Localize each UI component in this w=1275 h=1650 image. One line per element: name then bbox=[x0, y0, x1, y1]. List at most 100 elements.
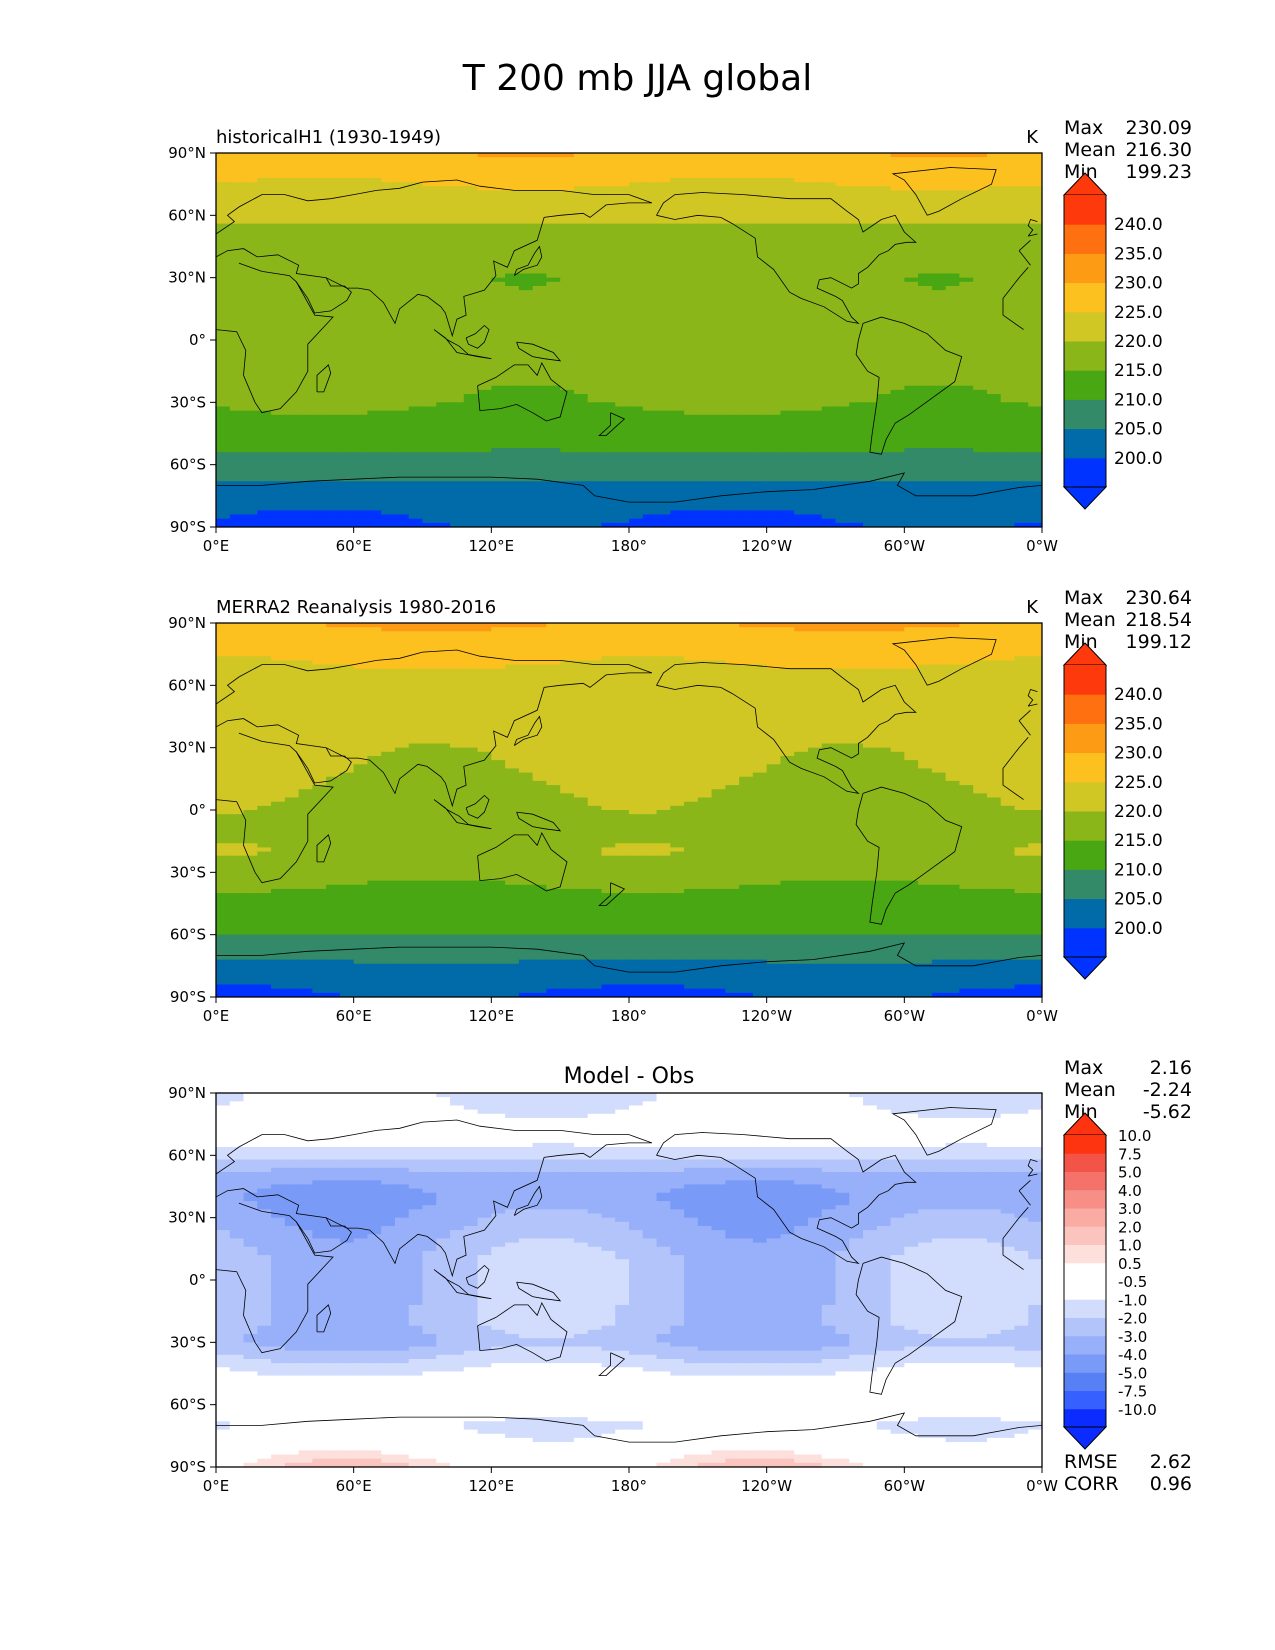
field-cell bbox=[945, 464, 960, 470]
field-cell bbox=[326, 377, 341, 383]
field-cell bbox=[216, 256, 231, 262]
field-cell bbox=[216, 385, 231, 391]
field-cell bbox=[326, 340, 341, 345]
field-cell bbox=[257, 443, 272, 449]
field-cell bbox=[257, 402, 272, 408]
field-cell bbox=[780, 277, 795, 283]
field-cell bbox=[821, 157, 837, 162]
field-cell bbox=[587, 381, 603, 387]
field-cell bbox=[243, 298, 258, 304]
field-cell bbox=[573, 294, 589, 300]
field-cell bbox=[243, 364, 258, 370]
field-cell bbox=[615, 373, 630, 378]
field-cell bbox=[271, 364, 286, 370]
field-cell bbox=[518, 190, 534, 196]
field-cell bbox=[835, 364, 850, 370]
field-cell bbox=[381, 431, 396, 437]
field-cell bbox=[353, 418, 369, 424]
field-cell bbox=[518, 410, 534, 416]
field-cell bbox=[918, 373, 933, 378]
field-cell bbox=[1028, 356, 1042, 362]
field-cell bbox=[463, 477, 479, 482]
field-cell bbox=[670, 223, 685, 229]
field-cell bbox=[766, 215, 782, 221]
field-cell bbox=[339, 369, 355, 374]
field-cell bbox=[931, 285, 947, 291]
field-cell bbox=[821, 306, 837, 312]
field-cell bbox=[725, 273, 740, 279]
field-cell bbox=[835, 256, 850, 262]
field-cell bbox=[477, 207, 492, 212]
field-cell bbox=[463, 223, 479, 229]
field-cell bbox=[532, 369, 547, 374]
field-cell bbox=[656, 464, 671, 470]
field-cell bbox=[394, 236, 410, 241]
field-cell bbox=[1000, 369, 1016, 374]
field-cell bbox=[725, 198, 740, 204]
field-cell bbox=[601, 273, 616, 279]
field-cell bbox=[684, 240, 699, 246]
field-cell bbox=[463, 153, 479, 158]
field-cell bbox=[339, 394, 355, 399]
field-cell bbox=[615, 456, 630, 462]
field-cell bbox=[835, 348, 850, 354]
field-cell bbox=[931, 252, 947, 258]
field-cell bbox=[587, 177, 603, 183]
field-cell bbox=[229, 406, 245, 412]
field-cell bbox=[959, 398, 974, 403]
field-cell bbox=[229, 306, 245, 312]
field-cell bbox=[422, 161, 437, 167]
field-cell bbox=[436, 227, 451, 233]
field-cell bbox=[601, 472, 616, 478]
field-cell bbox=[436, 364, 451, 370]
field-cell bbox=[794, 236, 809, 241]
field-cell bbox=[904, 327, 919, 333]
field-cell bbox=[216, 323, 231, 329]
field-cell bbox=[339, 406, 355, 412]
field-cell bbox=[821, 406, 837, 412]
field-cell bbox=[229, 340, 245, 345]
field-cell bbox=[794, 231, 809, 237]
field-cell bbox=[918, 340, 933, 345]
field-cell bbox=[863, 373, 878, 378]
field-cell bbox=[931, 323, 947, 329]
field-cell bbox=[312, 277, 327, 283]
field-cell bbox=[353, 261, 369, 266]
field-cell bbox=[587, 290, 603, 295]
field-cell bbox=[986, 290, 1002, 295]
field-cell bbox=[876, 489, 892, 495]
field-cell bbox=[835, 373, 850, 378]
field-cell bbox=[725, 414, 740, 420]
field-cell bbox=[229, 298, 245, 304]
field-cell bbox=[863, 331, 878, 337]
field-cell bbox=[711, 323, 726, 329]
field-cell bbox=[697, 165, 713, 171]
field-cell bbox=[518, 468, 534, 474]
field-cell bbox=[629, 319, 644, 324]
field-cell bbox=[408, 310, 424, 316]
field-cell bbox=[587, 244, 603, 250]
field-cell bbox=[642, 261, 658, 266]
field-cell bbox=[821, 319, 837, 324]
field-cell bbox=[408, 165, 424, 171]
field-cell bbox=[725, 360, 740, 366]
field-cell bbox=[959, 219, 974, 225]
field-cell bbox=[312, 252, 327, 258]
field-cell bbox=[876, 373, 892, 378]
field-cell bbox=[339, 377, 355, 383]
field-cell bbox=[450, 310, 465, 316]
field-cell bbox=[697, 256, 713, 262]
field-cell bbox=[918, 215, 933, 221]
field-cell bbox=[326, 169, 341, 175]
field-cell bbox=[284, 323, 300, 329]
field-cell bbox=[711, 290, 726, 295]
field-cell bbox=[670, 173, 685, 179]
field-cell bbox=[587, 443, 603, 449]
field-cell bbox=[697, 153, 713, 158]
field-cell bbox=[656, 223, 671, 229]
field-cell bbox=[573, 364, 589, 370]
field-cell bbox=[821, 198, 837, 204]
field-cell bbox=[505, 489, 520, 495]
field-cell bbox=[876, 456, 892, 462]
field-cell bbox=[1028, 481, 1042, 487]
